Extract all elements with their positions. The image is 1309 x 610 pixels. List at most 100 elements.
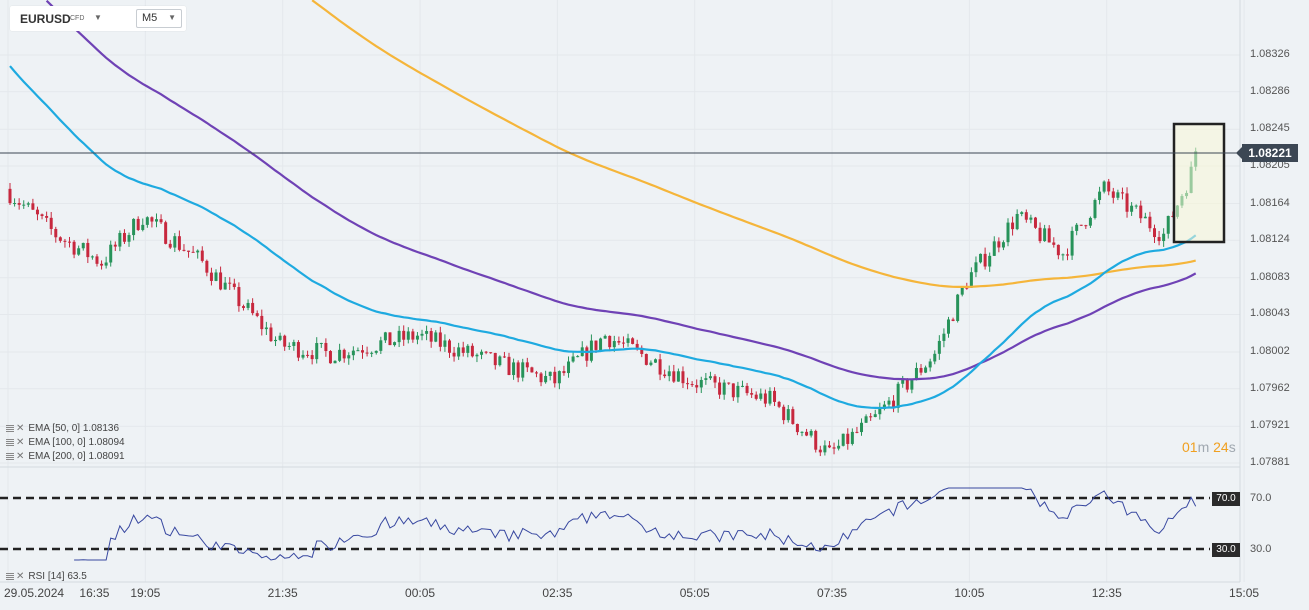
candle-body — [818, 449, 822, 453]
candle-body — [946, 319, 950, 334]
candle-body — [768, 390, 772, 404]
date-label: 29.05.2024 — [4, 586, 65, 600]
candle-body — [223, 282, 227, 290]
menu-icon[interactable] — [6, 573, 14, 580]
candle-body — [100, 263, 104, 266]
candle-body — [951, 319, 955, 322]
symbol-name[interactable]: EURUSD — [20, 12, 71, 26]
candle-body — [1033, 217, 1037, 228]
candle-body — [795, 423, 799, 433]
candle-body — [274, 339, 278, 342]
candle-body — [612, 341, 616, 348]
candle-body — [136, 218, 140, 230]
candle-body — [1148, 216, 1152, 229]
candle-body — [969, 272, 973, 288]
candle-body — [49, 217, 53, 229]
candle-body — [750, 393, 754, 395]
candle-body — [8, 188, 12, 204]
candle-body — [145, 217, 149, 225]
candle-body — [507, 356, 511, 376]
candle-body — [63, 240, 67, 242]
candle-body — [933, 353, 937, 362]
candle-body — [388, 332, 392, 346]
price-tick: 1.08002 — [1250, 345, 1290, 358]
candle-body — [731, 383, 735, 398]
candle-body — [447, 340, 451, 353]
candle-body — [443, 340, 447, 347]
close-icon[interactable]: ✕ — [16, 423, 25, 434]
candle-body — [704, 378, 708, 380]
price-tick: 1.08245 — [1250, 122, 1290, 135]
candle-body — [232, 283, 236, 288]
candle-body — [965, 287, 969, 289]
candle-body — [631, 338, 635, 344]
close-icon[interactable]: ✕ — [16, 571, 25, 582]
candle-body — [667, 371, 671, 377]
candle-body — [475, 354, 479, 357]
ema100-line — [45, 0, 1197, 381]
candle-body — [718, 382, 722, 395]
candle-body — [548, 371, 552, 376]
candle-body — [672, 371, 676, 382]
menu-icon[interactable] — [6, 425, 14, 432]
candle-body — [379, 340, 383, 351]
candle-body — [960, 287, 964, 295]
timeframe-select[interactable]: M5 ▼ — [136, 9, 182, 28]
candle-body — [1139, 205, 1143, 219]
candle-body — [1020, 212, 1024, 214]
candle-body — [68, 241, 72, 243]
candle-body — [22, 204, 26, 206]
symbol-dropdown-icon[interactable]: ▼ — [94, 13, 102, 22]
candle-body — [740, 385, 744, 387]
price-tick: 1.08164 — [1250, 196, 1290, 209]
candle-body — [1130, 205, 1134, 212]
candle-body — [544, 375, 548, 383]
candle-body — [296, 342, 300, 358]
candle-body — [786, 409, 790, 421]
candle-body — [411, 331, 415, 340]
countdown-min-unit: m — [1197, 439, 1210, 455]
candle-body — [1098, 191, 1102, 201]
candle-body — [640, 347, 644, 354]
candle-body — [759, 393, 763, 399]
candle-body — [86, 242, 90, 258]
candle-body — [864, 416, 868, 423]
candle-body — [649, 362, 653, 365]
candle-body — [255, 313, 259, 316]
candle-body — [608, 335, 612, 348]
candle-body — [686, 383, 690, 385]
candle-body — [910, 379, 914, 390]
close-icon[interactable]: ✕ — [16, 437, 25, 448]
candle-body — [187, 250, 191, 252]
candle-body — [342, 349, 346, 359]
candle-body — [690, 384, 694, 386]
candle-body — [603, 335, 607, 339]
candle-body — [988, 255, 992, 267]
candle-body — [919, 367, 923, 373]
candle-body — [713, 376, 717, 383]
time-tick: 12:35 — [1091, 586, 1122, 600]
candle-body — [81, 242, 85, 249]
candle-body — [1052, 242, 1056, 245]
menu-icon[interactable] — [6, 439, 14, 446]
candle-body — [516, 362, 520, 378]
legend-ema50: ✕ EMA [50, 0] 1.08136 — [6, 423, 119, 434]
candle-body — [1079, 224, 1083, 226]
candle-body — [127, 235, 131, 242]
candle-body — [480, 351, 484, 355]
candle-body — [104, 262, 108, 266]
highlight-box — [1172, 122, 1226, 244]
timeframe-value: M5 — [142, 12, 158, 24]
candle-body — [461, 347, 465, 353]
menu-icon[interactable] — [6, 453, 14, 460]
candle-body — [722, 382, 726, 395]
close-icon[interactable]: ✕ — [16, 451, 25, 462]
candle-body — [1056, 244, 1060, 256]
rsi-line — [74, 487, 1197, 561]
time-tick: 02:35 — [542, 586, 573, 600]
ema100-label: EMA [100, 0] — [28, 437, 86, 448]
candle-body — [896, 383, 900, 408]
candle-body — [319, 342, 323, 344]
candle-body — [708, 376, 712, 379]
